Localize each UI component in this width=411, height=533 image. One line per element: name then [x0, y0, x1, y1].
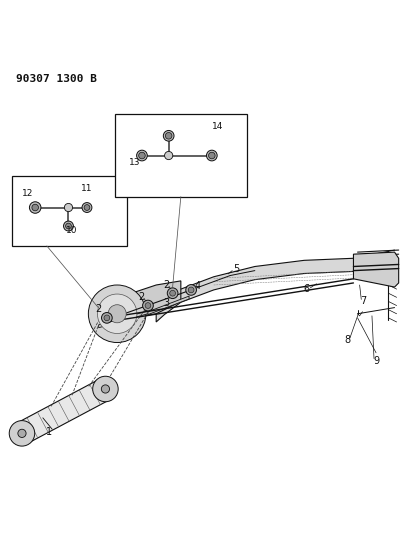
- Circle shape: [165, 133, 172, 139]
- Circle shape: [64, 221, 74, 231]
- Circle shape: [139, 152, 145, 159]
- Circle shape: [104, 315, 110, 321]
- Circle shape: [163, 131, 174, 141]
- Circle shape: [65, 204, 73, 212]
- Text: 4: 4: [194, 281, 200, 291]
- Text: 7: 7: [360, 296, 367, 306]
- Circle shape: [84, 205, 90, 211]
- Circle shape: [145, 303, 151, 309]
- Text: 2: 2: [163, 280, 170, 289]
- Text: 11: 11: [81, 184, 93, 193]
- Circle shape: [186, 285, 196, 295]
- Polygon shape: [99, 310, 152, 328]
- Circle shape: [82, 203, 92, 213]
- Text: 6: 6: [303, 284, 309, 294]
- Text: 8: 8: [344, 335, 350, 345]
- Circle shape: [66, 223, 72, 229]
- Bar: [115, 115, 247, 197]
- Circle shape: [206, 150, 217, 161]
- Circle shape: [170, 290, 175, 296]
- Text: 9: 9: [373, 356, 379, 366]
- Circle shape: [164, 151, 173, 160]
- Polygon shape: [148, 296, 189, 314]
- Polygon shape: [353, 252, 399, 287]
- Circle shape: [32, 204, 39, 211]
- Circle shape: [102, 312, 112, 323]
- Text: 10: 10: [67, 226, 78, 235]
- Circle shape: [143, 300, 153, 311]
- Polygon shape: [107, 281, 181, 332]
- Text: 90307 1300 B: 90307 1300 B: [16, 74, 97, 84]
- Text: 3: 3: [118, 312, 124, 321]
- Text: 2: 2: [95, 304, 102, 314]
- Circle shape: [30, 202, 41, 213]
- Circle shape: [88, 285, 146, 343]
- Circle shape: [102, 385, 110, 393]
- Text: 5: 5: [233, 264, 240, 274]
- Polygon shape: [16, 379, 111, 443]
- Circle shape: [167, 288, 178, 298]
- Circle shape: [97, 294, 137, 334]
- Text: 1: 1: [46, 427, 52, 437]
- Circle shape: [188, 287, 194, 293]
- Text: 13: 13: [129, 158, 141, 167]
- Circle shape: [208, 152, 215, 159]
- Text: 14: 14: [212, 122, 223, 131]
- Circle shape: [9, 421, 35, 446]
- Circle shape: [93, 376, 118, 402]
- Polygon shape: [156, 259, 378, 322]
- Text: 12: 12: [22, 189, 33, 198]
- Bar: [12, 176, 127, 246]
- Circle shape: [18, 429, 26, 438]
- Circle shape: [108, 305, 126, 323]
- Text: 2: 2: [139, 292, 145, 302]
- Text: 3: 3: [164, 297, 169, 308]
- Circle shape: [136, 150, 147, 161]
